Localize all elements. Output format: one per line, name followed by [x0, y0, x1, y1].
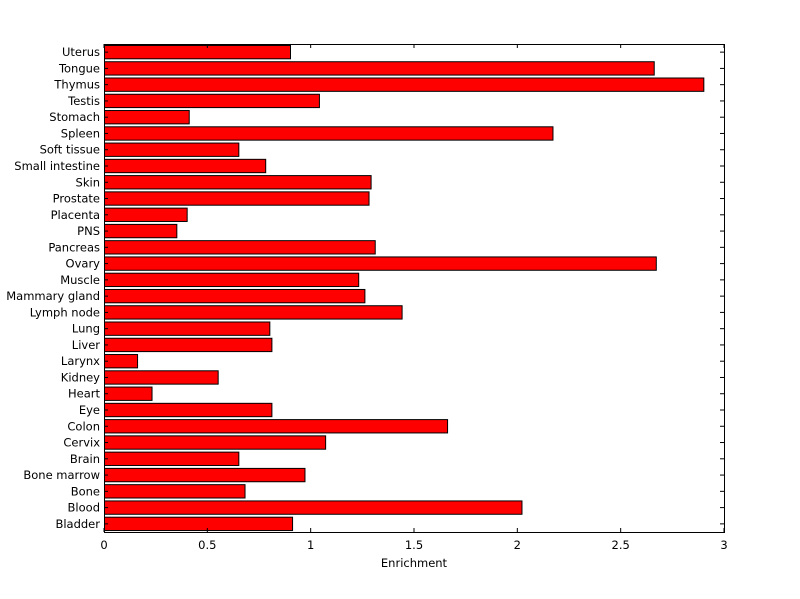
y-tick-label: Prostate [53, 192, 100, 206]
x-tick-label: 3 [720, 538, 727, 552]
x-tick-label: 1.5 [405, 538, 423, 552]
y-tick-label: Bone marrow [23, 468, 100, 482]
y-tick-label: Soft tissue [40, 143, 100, 157]
bar-cervix [104, 435, 327, 450]
y-tick-label: Testis [67, 94, 100, 108]
bars-group [104, 44, 705, 532]
bar-prostate [104, 191, 370, 206]
bar-blood [104, 500, 523, 515]
y-tick-label: Larynx [61, 354, 100, 368]
bar-spleen [104, 126, 554, 141]
y-tick-label: Liver [72, 338, 100, 352]
bar-lymph-node [104, 305, 403, 320]
bar-liver [104, 337, 273, 353]
y-tick-label: Eye [79, 403, 100, 417]
x-axis-label: Enrichment [381, 556, 448, 570]
bar-bladder [104, 516, 294, 532]
bar-lung [104, 321, 271, 336]
x-tick-label: 0.5 [198, 538, 216, 552]
y-tick-label: PNS [77, 224, 100, 238]
bar-placenta [104, 207, 188, 222]
bar-bone [104, 484, 246, 499]
y-tick-label: Spleen [61, 126, 100, 140]
bar-pns [104, 223, 178, 239]
bar-soft-tissue [104, 142, 240, 157]
y-tick-label: Bladder [55, 517, 100, 531]
bar-stomach [104, 110, 190, 125]
plot-frame [104, 44, 725, 533]
bar-colon [104, 419, 449, 434]
bar-thymus [104, 77, 705, 92]
bar-pancreas [104, 240, 376, 255]
y-tick-label: Uterus [62, 45, 100, 59]
y-tick-label: Stomach [49, 110, 100, 124]
bar-larynx [104, 354, 139, 369]
y-tick-label: Ovary [66, 257, 101, 271]
bar-mammary-gland [104, 288, 366, 304]
y-tick-label: Skin [76, 175, 100, 189]
y-tick-label: Pancreas [48, 240, 100, 254]
bar-heart [104, 386, 153, 401]
y-tick-label: Blood [68, 501, 100, 515]
x-tick-label: 0 [100, 538, 107, 552]
x-tick-label: 2.5 [612, 538, 630, 552]
y-tick-label: Bone [71, 484, 100, 498]
bar-ovary [104, 256, 657, 271]
bar-eye [104, 402, 273, 418]
y-tick-label: Thymus [53, 78, 100, 92]
y-tick-label: Mammary gland [6, 289, 100, 303]
bar-uterus [104, 44, 291, 60]
y-tick-label: Cervix [63, 436, 100, 450]
y-tick-label: Brain [70, 452, 100, 466]
y-tick-label: Colon [67, 419, 100, 433]
y-ticks-group: Uterus Tongue Thymus Testis Stomach Spleen Sof… [6, 45, 724, 531]
x-tick-label: 2 [514, 538, 521, 552]
y-tick-label: Muscle [60, 273, 100, 287]
bar-skin [104, 175, 372, 190]
bar-muscle [104, 272, 360, 288]
bar-bone-marrow [104, 467, 306, 483]
x-tick-label: 1 [307, 538, 314, 552]
y-tick-label: Small intestine [14, 159, 100, 173]
bar-testis [104, 93, 320, 109]
y-tick-label: Lung [72, 322, 100, 336]
y-tick-label: Kidney [61, 370, 100, 384]
y-tick-label: Tongue [58, 61, 100, 75]
bar-small-intestine [104, 158, 267, 174]
y-tick-label: Placenta [51, 208, 100, 222]
bar-kidney [104, 370, 219, 385]
bar-tongue [104, 61, 655, 76]
bar-brain [104, 451, 240, 466]
y-tick-label: Lymph node [30, 305, 100, 319]
y-tick-label: Heart [68, 387, 100, 401]
